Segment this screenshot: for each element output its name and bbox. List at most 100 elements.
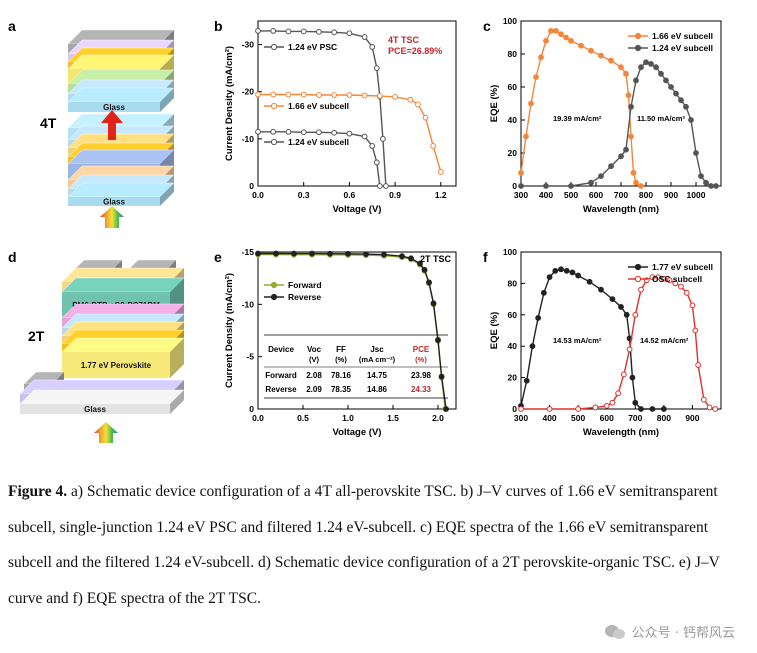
watermark: 公众号 · 钙帮风云 bbox=[604, 622, 735, 641]
data-point bbox=[678, 97, 684, 104]
data-point bbox=[443, 406, 450, 412]
legend-entry-1-24-ev-subcell: 1.24 eV subcell bbox=[264, 137, 349, 147]
data-point bbox=[703, 179, 709, 186]
data-point bbox=[399, 253, 405, 260]
layer-2t-1-77-ev-perovskite: 1.77 eV Perovskite bbox=[61, 337, 185, 378]
legend-entry-osc-subcell: OSC subcell bbox=[628, 274, 702, 284]
table-cell: Reverse bbox=[265, 385, 297, 394]
y-tick-label: 40 bbox=[508, 341, 518, 351]
data-point bbox=[672, 280, 679, 287]
data-point bbox=[291, 250, 297, 257]
data-point bbox=[535, 315, 542, 321]
x-tick-label: 700 bbox=[628, 413, 642, 423]
data-point bbox=[633, 77, 639, 84]
data-point bbox=[620, 371, 627, 378]
data-point bbox=[408, 255, 414, 262]
x-tick-label: 0.9 bbox=[389, 190, 401, 200]
data-point bbox=[381, 251, 387, 258]
data-point bbox=[663, 77, 669, 84]
data-point bbox=[426, 279, 432, 286]
data-point bbox=[615, 390, 622, 397]
layer-label: Glass bbox=[84, 405, 106, 414]
data-point bbox=[626, 346, 633, 353]
data-point bbox=[373, 65, 380, 72]
data-point bbox=[563, 34, 569, 41]
chart-c-eqe-4t: 300 400 500 600 700 800 900 1000 0 20 40 60 80 100 Wav… bbox=[489, 16, 722, 215]
legend-label: 1.77 eV subcell bbox=[652, 262, 713, 272]
data-point bbox=[712, 406, 719, 412]
data-point bbox=[598, 173, 604, 180]
annotation-jsc-1: 14.53 mA/cm² bbox=[553, 336, 602, 345]
y-tick-label: -5 bbox=[246, 352, 254, 362]
data-point bbox=[673, 90, 679, 97]
device-2t-schematic: AgAgTPMAPM6:BTP-eC9:PC71BMMoO₃ITOPEIC₆₀1… bbox=[19, 259, 185, 443]
data-point bbox=[643, 59, 649, 66]
legend-entry-1-66-ev-subcell: 1.66 eV subcell bbox=[264, 101, 349, 111]
table-unit: (%) bbox=[415, 355, 427, 364]
x-axis-label: Wavelength (nm) bbox=[583, 427, 659, 438]
table-header: PCE bbox=[413, 345, 430, 354]
data-point bbox=[285, 91, 292, 98]
x-tick-label: 800 bbox=[657, 413, 671, 423]
data-point bbox=[563, 267, 570, 274]
data-point bbox=[700, 396, 707, 403]
data-point bbox=[653, 64, 659, 71]
data-point bbox=[623, 146, 629, 153]
table-cell: 2.08 bbox=[306, 371, 322, 380]
data-point bbox=[649, 406, 656, 412]
figure-caption: Figure 4. a) Schematic device configurat… bbox=[8, 474, 743, 616]
data-point bbox=[523, 377, 530, 384]
panel-letter-d: d bbox=[8, 249, 17, 265]
x-tick-label: 400 bbox=[542, 413, 556, 423]
data-point bbox=[273, 250, 279, 257]
chart-e-jv-2t: 0.0 0.5 1.0 1.5 2.0 0 -5 -10 -15 Voltage (V) Curre… bbox=[224, 247, 457, 438]
x-tick-label: 0.5 bbox=[297, 413, 309, 423]
x-tick-label: 600 bbox=[600, 413, 614, 423]
plot-frame bbox=[257, 20, 457, 187]
data-point bbox=[625, 92, 632, 99]
data-point bbox=[538, 54, 544, 61]
legend-label: Forward bbox=[288, 280, 322, 290]
data-point bbox=[361, 133, 368, 140]
series-line bbox=[520, 268, 664, 410]
data-point bbox=[548, 28, 554, 34]
x-tick-label: 400 bbox=[539, 190, 553, 200]
data-point bbox=[421, 266, 428, 273]
data-point bbox=[543, 37, 549, 44]
data-point bbox=[540, 289, 547, 296]
data-point bbox=[518, 169, 524, 176]
legend-entry-1-66-ev-subcell: 1.66 eV subcell bbox=[628, 31, 713, 41]
legend-entry-forward: Forward bbox=[264, 280, 322, 290]
series-line bbox=[520, 30, 642, 187]
data-point bbox=[623, 70, 629, 77]
data-point bbox=[628, 103, 634, 110]
data-point bbox=[698, 173, 704, 180]
data-point bbox=[285, 28, 292, 35]
data-point bbox=[713, 183, 719, 189]
legend-label: 1.24 eV subcell bbox=[288, 137, 349, 147]
legend-entry-1-77-ev-subcell: 1.77 eV subcell bbox=[628, 262, 713, 272]
data-point bbox=[629, 374, 636, 381]
y-tick-label: 0 bbox=[512, 404, 517, 414]
table-unit: (%) bbox=[335, 355, 347, 364]
y-axis-label: EQE (%) bbox=[489, 312, 500, 349]
data-point bbox=[609, 296, 616, 303]
table-cell: 2.09 bbox=[306, 385, 322, 394]
data-point bbox=[688, 117, 694, 123]
figure-4: a b c d e f AgBCPC₆₀1.24 eV PVKPEDOT:PSS… bbox=[8, 16, 722, 443]
y-tick-label: 100 bbox=[503, 247, 517, 257]
x-tick-label: 0.0 bbox=[252, 413, 264, 423]
legend-entry-reverse: Reverse bbox=[264, 292, 321, 302]
data-point bbox=[603, 402, 610, 409]
data-point bbox=[633, 179, 639, 186]
data-point bbox=[668, 84, 674, 90]
layer-label: 1.77 eV Perovskite bbox=[81, 361, 152, 370]
data-point bbox=[592, 404, 599, 411]
data-point bbox=[369, 44, 376, 50]
data-point bbox=[618, 64, 624, 71]
data-point bbox=[546, 274, 553, 281]
data-point bbox=[523, 133, 529, 140]
table-cell: 78.16 bbox=[331, 371, 352, 380]
data-point bbox=[655, 274, 662, 281]
y-tick-label: -10 bbox=[242, 134, 255, 144]
